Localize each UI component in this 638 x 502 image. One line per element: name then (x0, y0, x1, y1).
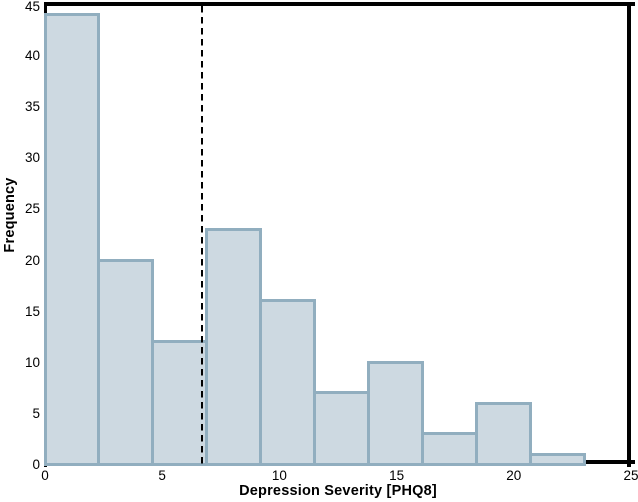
y-tick-label: 30 (24, 150, 40, 166)
y-tick-label: 15 (24, 303, 40, 319)
y-tick-label: 5 (32, 405, 40, 421)
right-spine (627, 2, 631, 467)
top-spine (44, 2, 635, 6)
x-tick-label: 25 (623, 468, 638, 483)
x-tick-label: 20 (506, 468, 522, 483)
x-tick-label: 0 (41, 468, 49, 483)
histogram-bar (205, 227, 263, 467)
y-tick-label: 40 (24, 48, 40, 64)
histogram-bar (151, 340, 209, 467)
y-tick-label: 20 (24, 252, 40, 268)
x-axis-label: Depression Severity [PHQ8] (239, 483, 437, 499)
threshold-dashed-line (201, 6, 204, 466)
y-tick-label: 25 (24, 201, 40, 217)
y-tick-label: 10 (24, 354, 40, 370)
histogram-bar (43, 13, 101, 467)
x-tick-label: 5 (158, 468, 166, 483)
histogram-bar (420, 432, 478, 467)
x-tick-label: 15 (389, 468, 405, 483)
histogram-bar (97, 258, 155, 467)
y-tick-label: 0 (32, 457, 40, 472)
histogram-bar (313, 391, 370, 467)
histogram-bar (366, 360, 424, 467)
histogram-bar (474, 401, 532, 467)
x-tick-label: 10 (271, 468, 287, 483)
histogram-bar (528, 452, 586, 467)
y-tick-label: 35 (24, 99, 40, 115)
histogram-bar (259, 299, 317, 467)
y-tick-label: 45 (24, 0, 40, 14)
